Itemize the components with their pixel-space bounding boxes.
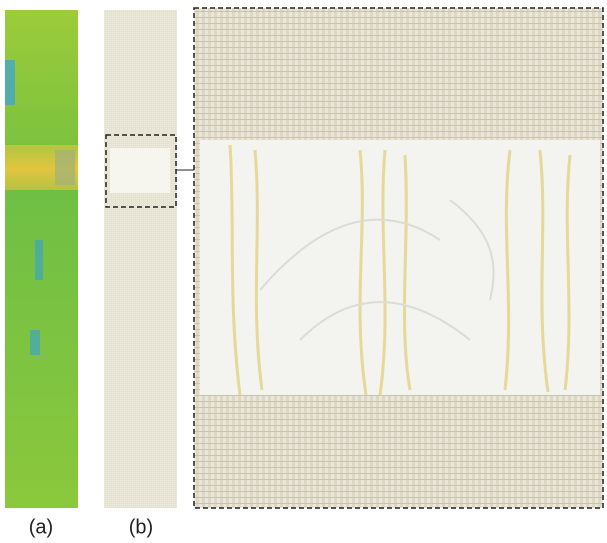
- panel-a-image: [5, 10, 78, 508]
- strain-spot: [35, 240, 43, 280]
- figure: (a) (b): [0, 0, 607, 543]
- strain-band: [5, 145, 78, 190]
- specimen: [104, 10, 177, 508]
- panel-label: (b): [129, 516, 153, 538]
- zoom-image: [194, 8, 603, 508]
- strain-spot: [5, 60, 15, 105]
- damage-zone: [110, 148, 170, 193]
- panel-label: (a): [29, 516, 53, 538]
- strain-spot: [30, 330, 40, 355]
- panel-b-image: [104, 10, 195, 508]
